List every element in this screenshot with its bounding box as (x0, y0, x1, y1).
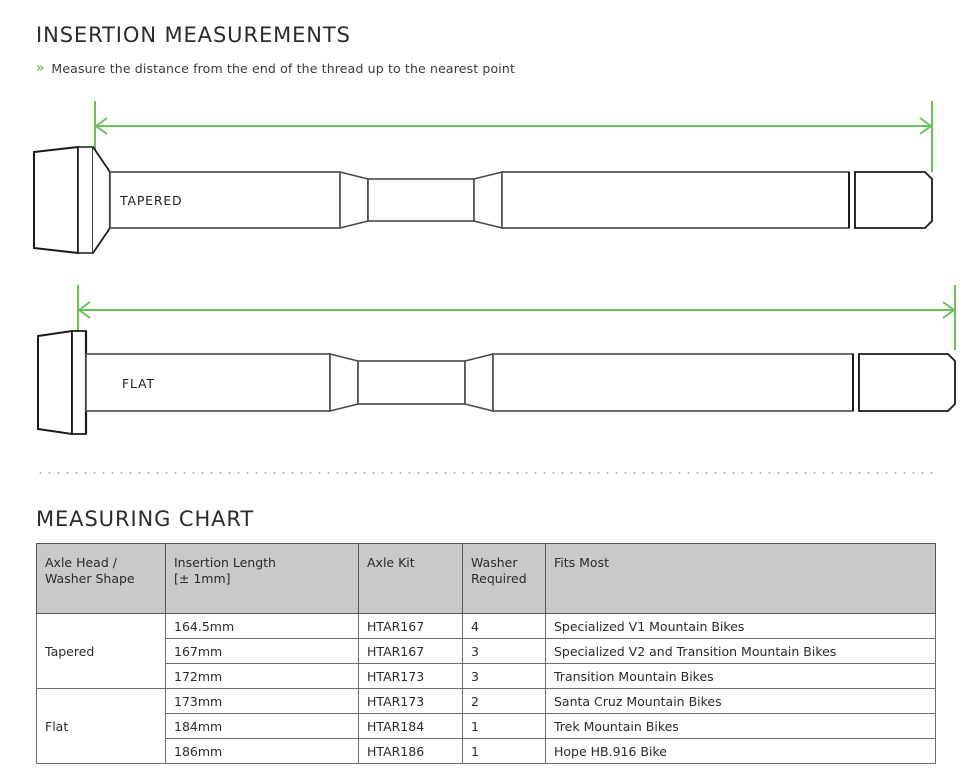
flat-axle-thread-end (852, 353, 956, 412)
column-header-fits-most: Fits Most (545, 543, 936, 614)
tapered-axle-diagram: TAPERED (33, 101, 933, 255)
cell-washer-required: 1 (462, 738, 546, 764)
measuring-chart-table: Axle Head / Washer Shape Insertion Lengt… (36, 543, 936, 764)
column-header-insertion-length: Insertion Length [± 1mm] (165, 543, 359, 614)
cell-insertion-length: 164.5mm (165, 613, 359, 639)
section-divider (36, 472, 935, 474)
flat-axle-head (37, 329, 88, 436)
table-row: 167mm HTAR167 3 Specialized V2 and Trans… (37, 638, 936, 664)
tapered-axle-thread-end (848, 171, 933, 229)
cell-insertion-length: 167mm (165, 638, 359, 664)
header-line-2: [± 1mm] (174, 571, 231, 586)
cell-fits-most: Santa Cruz Mountain Bikes (545, 688, 936, 714)
cell-washer-required: 4 (462, 613, 546, 639)
table-row: 172mm HTAR173 3 Transition Mountain Bike… (37, 663, 936, 689)
flat-label: FLAT (122, 376, 155, 391)
axle-diagrams: TAPERED FLAT (33, 101, 956, 436)
header-line-1: Washer (471, 555, 518, 570)
flat-measurement-arrow (77, 285, 956, 350)
double-chevron-right-icon: » (36, 61, 44, 76)
flat-axle-diagram: FLAT (37, 285, 956, 436)
group-label-flat: Flat (36, 688, 166, 764)
header-line-1: Axle Head / (45, 555, 117, 570)
cell-axle-kit: HTAR167 (358, 638, 463, 664)
table-row: 184mm HTAR184 1 Trek Mountain Bikes (37, 713, 936, 739)
table-row: Flat 173mm HTAR173 2 Santa Cruz Mountain… (36, 688, 936, 764)
cell-fits-most: Hope HB.916 Bike (545, 738, 936, 764)
cell-fits-most: Specialized V2 and Transition Mountain B… (545, 638, 936, 664)
cell-insertion-length: 172mm (165, 663, 359, 689)
cell-axle-kit: HTAR186 (358, 738, 463, 764)
tapered-label: TAPERED (119, 193, 182, 208)
page-title-insertion-measurements: INSERTION MEASUREMENTS (36, 23, 351, 47)
cell-axle-kit: HTAR173 (358, 663, 463, 689)
page-title-measuring-chart: MEASURING CHART (36, 507, 255, 531)
cell-fits-most: Trek Mountain Bikes (545, 713, 936, 739)
cell-washer-required: 2 (462, 688, 546, 714)
column-header-axle-head-washer-shape: Axle Head / Washer Shape (36, 543, 166, 614)
table-row: Tapered 164.5mm HTAR167 4 Specialized V1… (36, 613, 936, 689)
cell-fits-most: Specialized V1 Mountain Bikes (545, 613, 936, 639)
cell-washer-required: 3 (462, 638, 546, 664)
group-label-tapered: Tapered (36, 613, 166, 689)
tapered-axle-shaft (109, 170, 850, 230)
cell-insertion-length: 173mm (165, 688, 359, 714)
cell-insertion-length: 186mm (165, 738, 359, 764)
header-line-1: Fits Most (554, 555, 609, 570)
cell-fits-most: Transition Mountain Bikes (545, 663, 936, 689)
header-line-2: Washer Shape (45, 571, 135, 586)
insertion-subtitle: » Measure the distance from the end of t… (36, 61, 515, 76)
cell-axle-kit: HTAR167 (358, 613, 463, 639)
cell-axle-kit: HTAR173 (358, 688, 463, 714)
cell-insertion-length: 184mm (165, 713, 359, 739)
cell-washer-required: 3 (462, 663, 546, 689)
header-line-1: Axle Kit (367, 555, 415, 570)
tapered-axle-head (33, 145, 112, 255)
insertion-subtitle-text: Measure the distance from the end of the… (51, 61, 516, 76)
cell-axle-kit: HTAR184 (358, 713, 463, 739)
table-row: 186mm HTAR186 1 Hope HB.916 Bike (37, 738, 936, 764)
column-header-washer-required: Washer Required (462, 543, 546, 614)
column-header-axle-kit: Axle Kit (358, 543, 463, 614)
header-line-2: Required (471, 571, 527, 586)
tapered-measurement-arrow (94, 101, 933, 172)
table-header-row: Axle Head / Washer Shape Insertion Lengt… (36, 543, 936, 614)
cell-washer-required: 1 (462, 713, 546, 739)
flat-axle-shaft (85, 352, 854, 413)
header-line-1: Insertion Length (174, 555, 276, 570)
